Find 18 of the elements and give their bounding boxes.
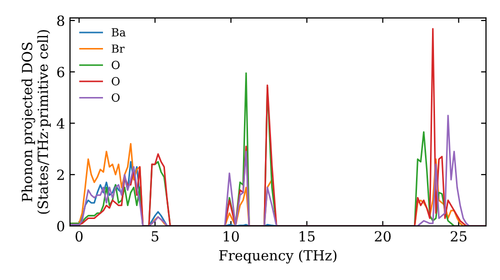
x-tick-label: 25 — [450, 231, 466, 242]
y-tick-label: 8 — [57, 15, 64, 26]
x-tick-label: 5 — [152, 231, 158, 242]
legend-label: O — [112, 60, 120, 70]
y-tick-label: 2 — [57, 170, 64, 180]
y-axis-title: Phonon projected DOS (States/THz·primitive cell) — [22, 30, 51, 214]
y-tick-label: 6 — [57, 66, 64, 78]
x-axis-title: Frequency (THz) — [219, 250, 336, 264]
y-tick-label: 0 — [57, 220, 64, 232]
x-tick-label: 10 — [224, 231, 239, 242]
legend-label: O — [112, 77, 120, 86]
x-tick-label: 20 — [374, 231, 391, 242]
legend-label: Br — [112, 44, 125, 53]
legend-label: O — [112, 93, 120, 102]
y-tick-label: 4 — [56, 118, 64, 128]
x-tick-label: 15 — [300, 231, 315, 242]
x-tick-label: 0 — [76, 231, 83, 242]
legend-label: Ba — [112, 28, 126, 37]
